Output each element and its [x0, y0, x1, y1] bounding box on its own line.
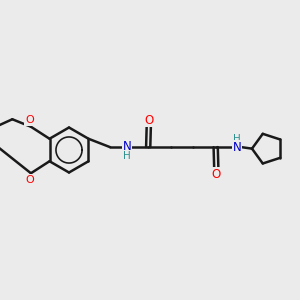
- Text: O: O: [212, 168, 221, 181]
- Text: O: O: [25, 115, 34, 125]
- Text: H: H: [233, 134, 241, 144]
- Text: O: O: [25, 175, 34, 185]
- Text: N: N: [233, 141, 242, 154]
- Text: H: H: [123, 151, 131, 161]
- Text: O: O: [144, 114, 153, 127]
- Text: N: N: [122, 140, 131, 153]
